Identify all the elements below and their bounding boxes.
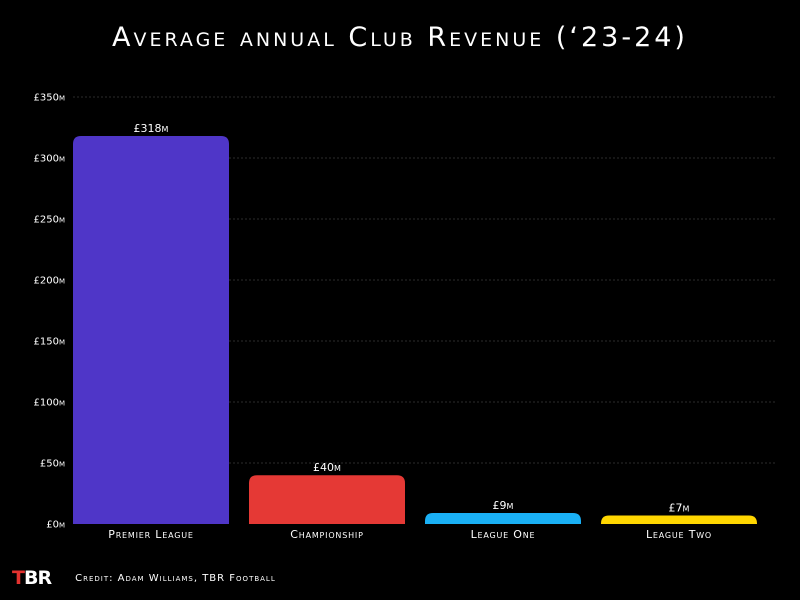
bar bbox=[601, 515, 757, 524]
bar bbox=[425, 513, 581, 524]
bar-chart: £0m £50m £100m £150m £200m £250m £300m £350m £31… bbox=[34, 93, 777, 541]
y-tick-label: £50m bbox=[40, 459, 65, 470]
footer: TBR Credit: Adam Williams, TBR Football bbox=[12, 566, 276, 590]
y-tick-label: £350m bbox=[34, 93, 66, 104]
logo-br: BR bbox=[23, 567, 52, 589]
y-tick-label: £150m bbox=[34, 337, 66, 348]
y-tick-label: £100m bbox=[34, 398, 66, 409]
bar-value-label: £40m bbox=[313, 461, 341, 474]
bar-value-label: £318m bbox=[134, 122, 169, 135]
y-tick-label: £200m bbox=[34, 276, 66, 287]
logo-t: T bbox=[12, 567, 25, 589]
bar bbox=[249, 475, 405, 524]
x-category-label: Championship bbox=[290, 528, 363, 541]
bar bbox=[73, 136, 229, 525]
x-category-label: League One bbox=[471, 528, 536, 541]
chart-title: Average annual Club Revenue (‘23-24) bbox=[112, 22, 688, 53]
y-tick-label: £0m bbox=[46, 520, 65, 531]
bar-value-label: £7m bbox=[669, 501, 690, 514]
tbr-logo: TBR bbox=[12, 567, 52, 589]
bar-value-label: £9m bbox=[493, 499, 514, 512]
y-tick-label: £250m bbox=[34, 215, 66, 226]
y-tick-label: £300m bbox=[34, 154, 66, 165]
x-category-label: League Two bbox=[646, 528, 712, 541]
credit-text: Credit: Adam Williams, TBR Football bbox=[75, 572, 276, 584]
x-category-label: Premier League bbox=[108, 528, 193, 541]
